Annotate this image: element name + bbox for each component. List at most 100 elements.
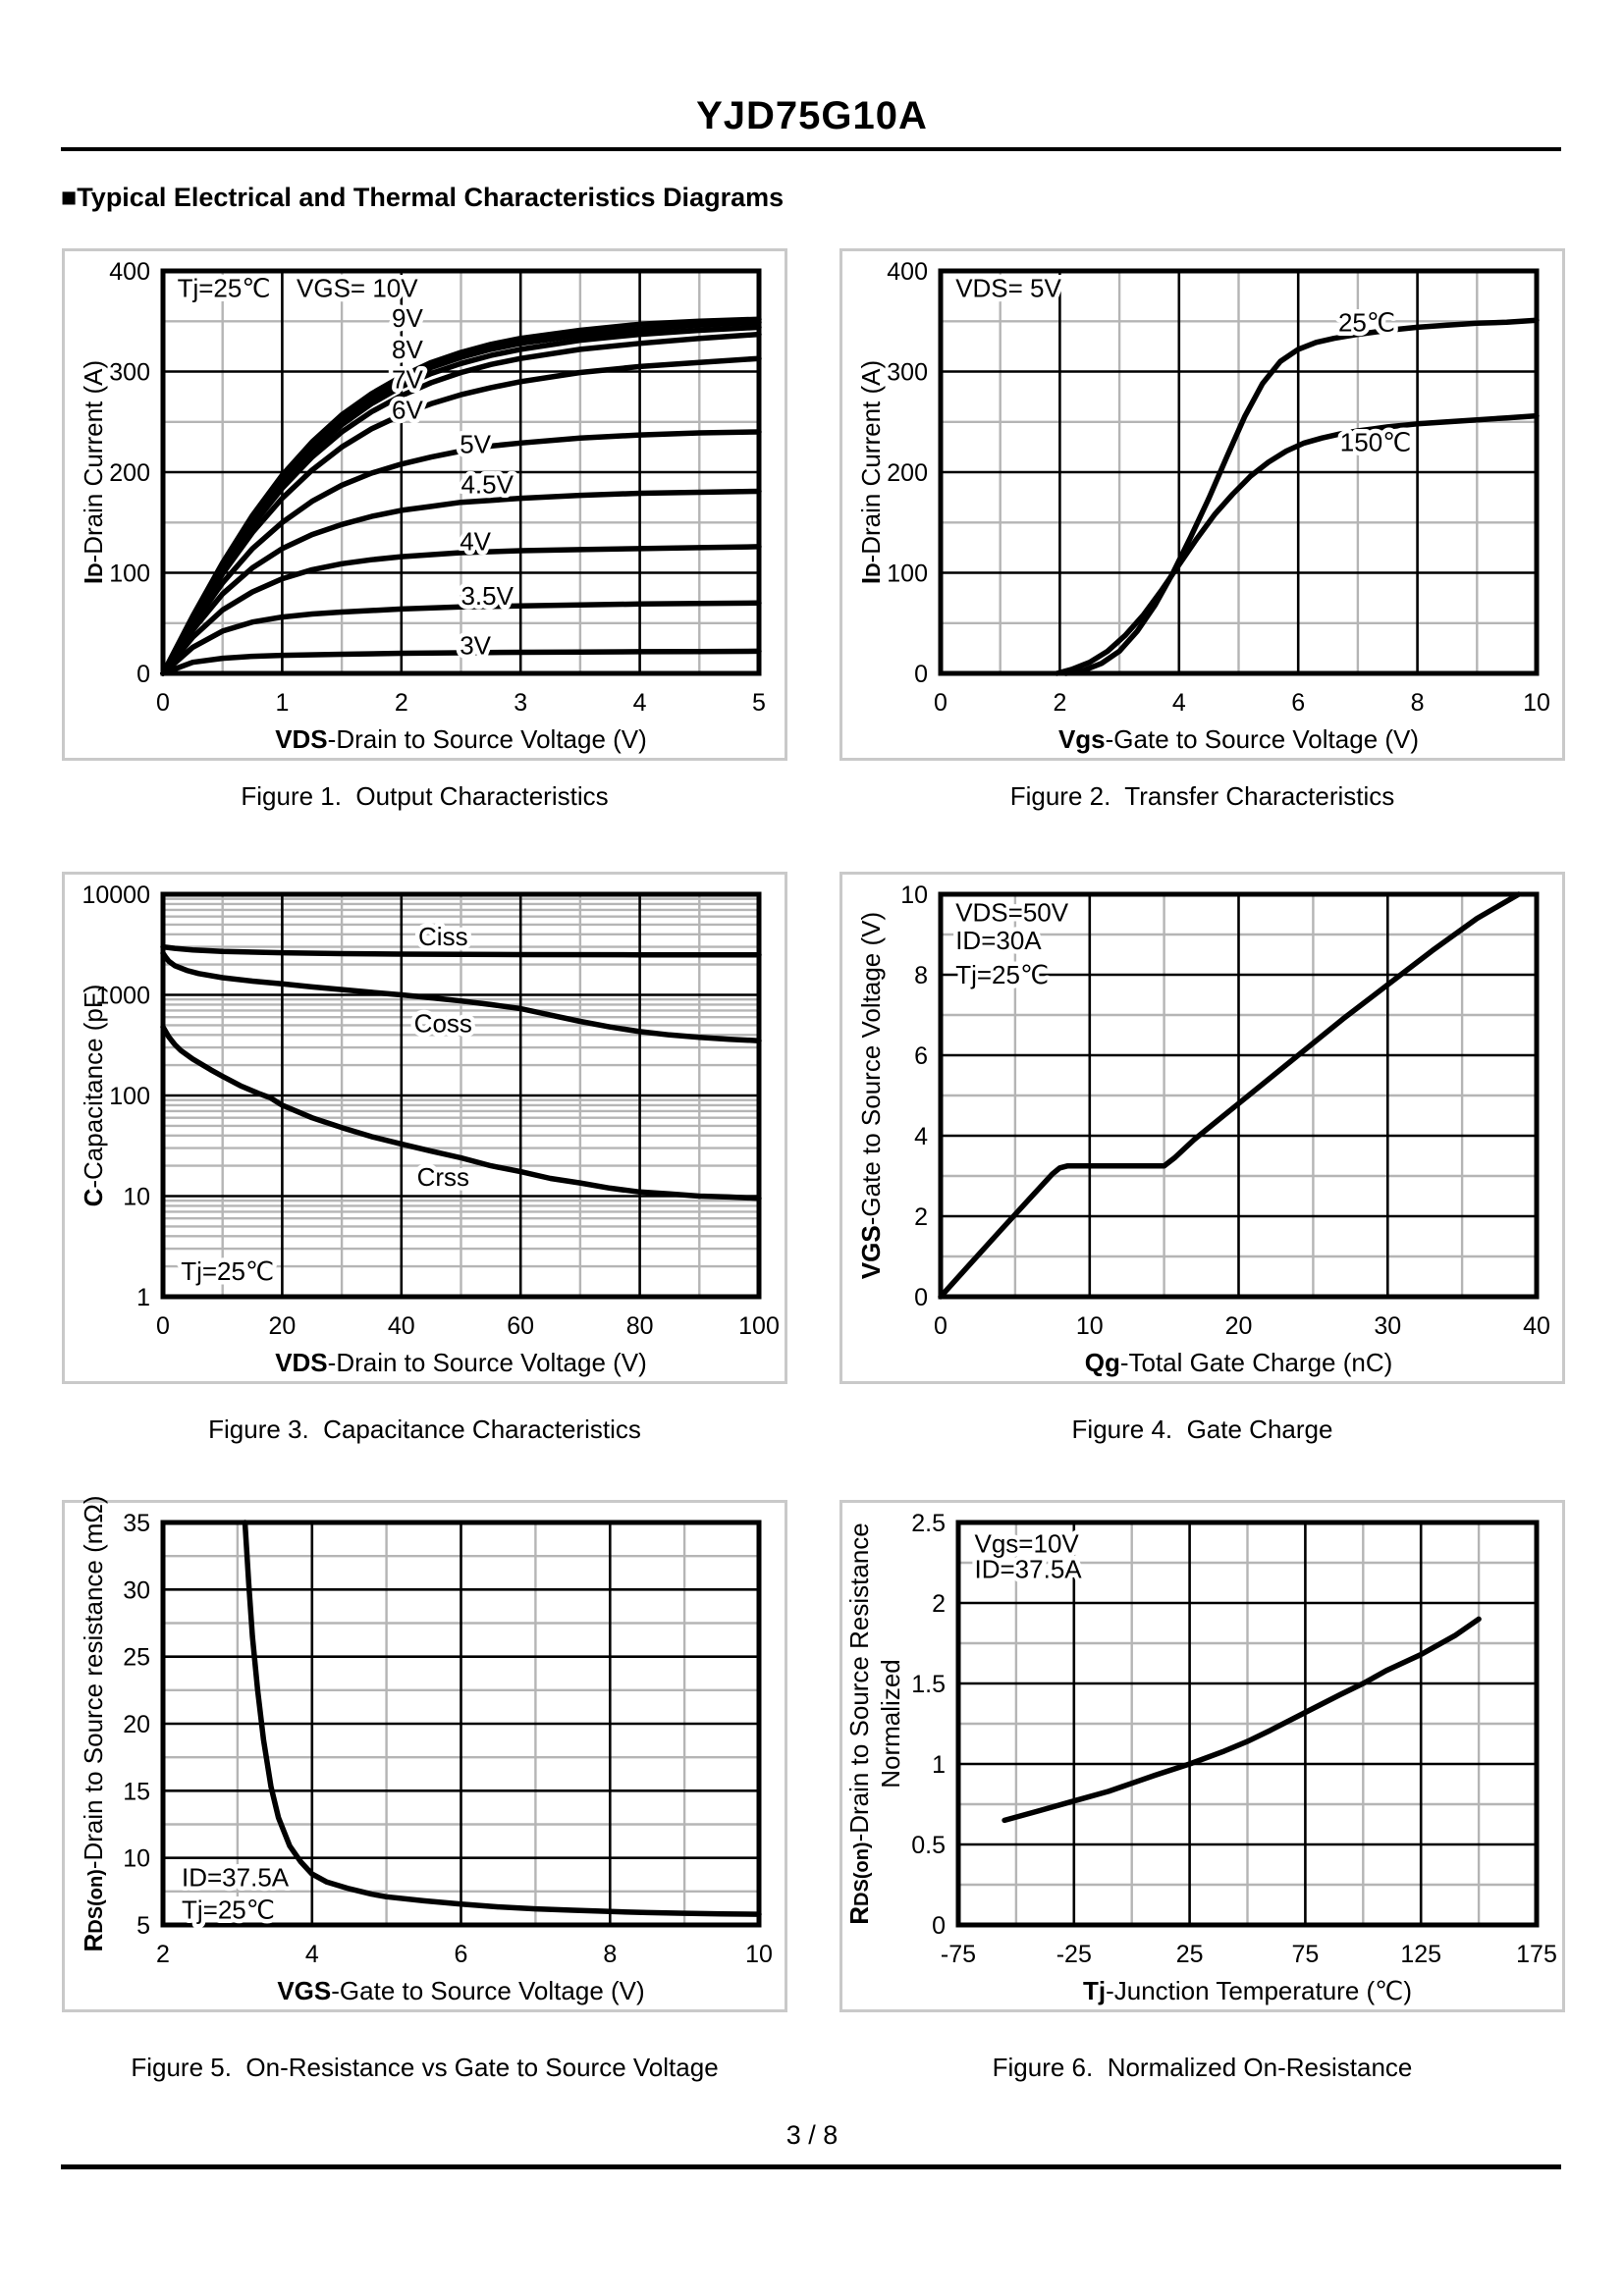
svg-text:175: 175 bbox=[1516, 1941, 1557, 1968]
svg-text:8: 8 bbox=[603, 1941, 617, 1968]
svg-text:60: 60 bbox=[507, 1312, 534, 1340]
svg-text:ID=37.5A: ID=37.5A bbox=[975, 1555, 1083, 1584]
svg-text:6: 6 bbox=[914, 1042, 928, 1070]
svg-text:Tj=25℃: Tj=25℃ bbox=[178, 273, 271, 302]
svg-text:Tj=25℃: Tj=25℃ bbox=[955, 960, 1049, 989]
svg-text:10: 10 bbox=[1523, 689, 1550, 717]
svg-text:10: 10 bbox=[900, 881, 928, 909]
svg-text:4: 4 bbox=[914, 1123, 928, 1150]
svg-text:2: 2 bbox=[914, 1203, 928, 1231]
svg-text:10: 10 bbox=[123, 1184, 150, 1211]
svg-text:1: 1 bbox=[275, 689, 289, 717]
svg-text:0: 0 bbox=[914, 1284, 928, 1311]
svg-text:2: 2 bbox=[932, 1590, 946, 1618]
svg-text:1: 1 bbox=[136, 1284, 150, 1311]
svg-text:200: 200 bbox=[887, 459, 928, 487]
svg-text:5: 5 bbox=[752, 689, 766, 717]
svg-text:300: 300 bbox=[109, 359, 150, 387]
section-heading: ■Typical Electrical and Thermal Characte… bbox=[61, 183, 785, 212]
svg-text:3.5V: 3.5V bbox=[460, 581, 514, 611]
figure-5-box: 2 4 6 8 10 5 10 15 20 25 30 35 VGS-Gate to Source Vo… bbox=[62, 1496, 787, 2012]
svg-text:Crss: Crss bbox=[417, 1162, 469, 1192]
svg-text:Coss: Coss bbox=[414, 1009, 472, 1039]
svg-text:1: 1 bbox=[932, 1751, 946, 1779]
figure-6-caption: Figure 6. Normalized On-Resistance bbox=[992, 2053, 1413, 2082]
svg-text:400: 400 bbox=[887, 258, 928, 286]
svg-text:8: 8 bbox=[1411, 689, 1425, 717]
svg-text:100: 100 bbox=[887, 561, 928, 588]
svg-text:-25: -25 bbox=[1056, 1941, 1092, 1968]
svg-text:Vgs-Gate to Source Voltage (V): Vgs-Gate to Source Voltage (V) bbox=[1058, 724, 1419, 754]
svg-text:0: 0 bbox=[156, 689, 170, 717]
svg-text:400: 400 bbox=[109, 258, 150, 286]
figure-1-caption: Figure 1. Output Characteristics bbox=[241, 781, 609, 811]
svg-text:0: 0 bbox=[934, 1312, 947, 1340]
svg-text:VGS-Gate to Source Voltage (V): VGS-Gate to Source Voltage (V) bbox=[277, 1976, 644, 2005]
svg-text:100: 100 bbox=[109, 561, 150, 588]
svg-text:30: 30 bbox=[1374, 1312, 1401, 1340]
figure-1-chart: 0 1 2 3 4 5 0 100 200 300 400 VDS-Drain to Source V… bbox=[65, 251, 785, 758]
svg-text:20: 20 bbox=[123, 1711, 150, 1738]
svg-text:4: 4 bbox=[1172, 689, 1186, 717]
svg-text:VDS= 5V: VDS= 5V bbox=[955, 273, 1061, 302]
svg-text:10000: 10000 bbox=[81, 881, 150, 909]
svg-text:40: 40 bbox=[388, 1312, 415, 1340]
svg-text:25: 25 bbox=[1176, 1941, 1204, 1968]
figure-2-caption: Figure 2. Transfer Characteristics bbox=[1009, 781, 1395, 811]
figure-4-caption: Figure 4. Gate Charge bbox=[1071, 1415, 1333, 1444]
svg-text:Normalized: Normalized bbox=[876, 1659, 905, 1789]
svg-text:10: 10 bbox=[1076, 1312, 1104, 1340]
svg-text:20: 20 bbox=[268, 1312, 296, 1340]
svg-text:4.5V: 4.5V bbox=[460, 469, 514, 499]
svg-text:8V: 8V bbox=[392, 335, 423, 364]
figure-6-box: -75 -25 25 75 125 175 0 0.5 1 1.5 2 2.5 Tj-Junction … bbox=[839, 1500, 1565, 2012]
svg-text:0.5: 0.5 bbox=[911, 1832, 946, 1859]
svg-text:9V: 9V bbox=[392, 303, 423, 333]
svg-text:5V: 5V bbox=[460, 429, 491, 458]
figure-6-chart: -75 -25 25 75 125 175 0 0.5 1 1.5 2 2.5 Tj-Junction … bbox=[842, 1503, 1562, 2009]
svg-text:Tj=25℃: Tj=25℃ bbox=[181, 1256, 274, 1286]
svg-text:ID-Drain Current (A): ID-Drain Current (A) bbox=[79, 360, 108, 584]
svg-text:15: 15 bbox=[123, 1778, 150, 1805]
svg-text:5: 5 bbox=[136, 1912, 150, 1940]
svg-text:Qg-Total Gate Charge (nC): Qg-Total Gate Charge (nC) bbox=[1085, 1348, 1393, 1377]
svg-text:1.5: 1.5 bbox=[911, 1671, 946, 1698]
svg-text:100: 100 bbox=[109, 1083, 150, 1110]
svg-text:VDS-Drain to Source Voltage (V: VDS-Drain to Source Voltage (V) bbox=[275, 724, 647, 754]
svg-text:20: 20 bbox=[1225, 1312, 1253, 1340]
svg-text:Tj-Junction Temperature (℃): Tj-Junction Temperature (℃) bbox=[1083, 1976, 1412, 2005]
svg-text:2: 2 bbox=[156, 1941, 170, 1968]
svg-text:4V: 4V bbox=[460, 527, 491, 557]
svg-text:0: 0 bbox=[156, 1312, 170, 1340]
svg-text:25℃: 25℃ bbox=[1338, 307, 1395, 337]
svg-text:200: 200 bbox=[109, 459, 150, 487]
svg-text:RDS(on)-Drain to Source resist: RDS(on)-Drain to Source resistance (mΩ) bbox=[79, 1496, 108, 1952]
figure-5-chart: 2 4 6 8 10 5 10 15 20 25 30 35 VGS-Gate to Source Vo… bbox=[65, 1496, 785, 2009]
figure-4-chart: 0 10 20 30 40 0 2 4 6 8 10 Qg-Total Gate Charge (nC… bbox=[842, 875, 1562, 1381]
page-title: YJD75G10A bbox=[696, 94, 928, 137]
svg-text:1000: 1000 bbox=[95, 983, 150, 1010]
header-rule bbox=[61, 147, 1561, 151]
footer-rule bbox=[61, 2164, 1561, 2169]
page-number: 3 / 8 bbox=[785, 2120, 839, 2150]
svg-text:VGS-Gate to Source Voltage (V): VGS-Gate to Source Voltage (V) bbox=[856, 912, 886, 1279]
svg-text:-75: -75 bbox=[941, 1941, 976, 1968]
svg-text:0: 0 bbox=[934, 689, 947, 717]
svg-text:100: 100 bbox=[738, 1312, 780, 1340]
svg-text:VDS-Drain to Source Voltage (V: VDS-Drain to Source Voltage (V) bbox=[275, 1348, 647, 1377]
svg-text:300: 300 bbox=[887, 359, 928, 387]
svg-text:C-Capacitance (pF): C-Capacitance (pF) bbox=[79, 985, 108, 1207]
svg-text:Vgs=10V: Vgs=10V bbox=[975, 1528, 1080, 1558]
svg-text:10: 10 bbox=[123, 1845, 150, 1873]
svg-text:10: 10 bbox=[745, 1941, 773, 1968]
svg-text:ID-Drain Current (A): ID-Drain Current (A) bbox=[856, 360, 886, 584]
svg-text:4: 4 bbox=[633, 689, 647, 717]
figure-3-chart: 0 20 40 60 80 100 1 10 100 1000 10000 VDS-Drain to … bbox=[65, 875, 785, 1381]
svg-text:2.5: 2.5 bbox=[911, 1510, 946, 1537]
svg-text:0: 0 bbox=[914, 661, 928, 688]
svg-text:4: 4 bbox=[305, 1941, 319, 1968]
svg-text:0: 0 bbox=[136, 661, 150, 688]
figure-3-caption: Figure 3. Capacitance Characteristics bbox=[208, 1415, 641, 1444]
figure-2-box: 0 2 4 6 8 10 0 100 200 300 400 Vgs-Gate to Source V… bbox=[839, 248, 1565, 761]
